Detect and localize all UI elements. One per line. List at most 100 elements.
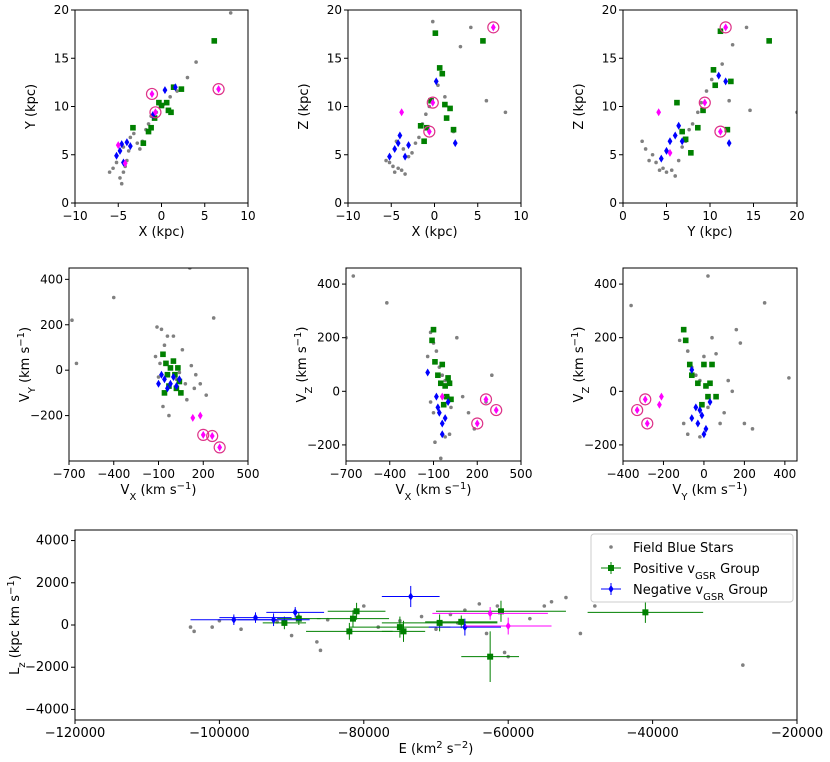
magenta-group-point xyxy=(115,141,121,150)
field-star-point xyxy=(138,147,142,151)
x-tick-label: −700 xyxy=(53,467,86,481)
field-star-point xyxy=(175,89,179,93)
positive-group-point xyxy=(679,128,685,135)
negative-group-point xyxy=(402,152,408,161)
y-tick-label: 0 xyxy=(609,384,617,398)
plot-area xyxy=(384,19,508,176)
y-axis-label-part: Y xyxy=(27,386,38,394)
highlight-ring xyxy=(479,393,493,406)
field-star-point xyxy=(159,327,164,332)
field-star-point xyxy=(362,604,366,608)
negative-group-point xyxy=(676,121,682,130)
magenta-group-point xyxy=(153,108,158,117)
positive-group-point xyxy=(709,361,715,368)
positive-group-point xyxy=(140,140,147,146)
x-tick-label: 20 xyxy=(789,209,804,223)
field-star-point xyxy=(239,627,243,632)
field-star-point xyxy=(194,60,198,64)
field-star-point xyxy=(730,42,735,47)
x-tick-label: 500 xyxy=(237,467,260,481)
x-tick-label: 15 xyxy=(746,209,761,223)
field-star-point xyxy=(387,160,392,165)
field-star-point xyxy=(469,25,473,30)
y-tick-label: 200 xyxy=(594,331,617,345)
panel-x-z: −10 −5 0 5 10 0 5 10 15 20 X (kpc) Z (kpc) xyxy=(297,3,529,240)
negative-group-point xyxy=(433,77,439,86)
negative-group-point xyxy=(165,384,170,393)
legend-label: Positive vGSR Group xyxy=(633,562,760,582)
highlight-ring xyxy=(213,441,226,454)
negative-group-point xyxy=(406,141,411,150)
x-axis-label: X (kpc) xyxy=(138,225,184,240)
field-star-point xyxy=(431,410,436,415)
positive-group-point xyxy=(436,619,443,626)
negative-group-point xyxy=(462,623,468,632)
x-axis-label: X (kpc) xyxy=(411,225,457,240)
legend-label: Negative vGSR Group xyxy=(633,583,768,603)
negative-group-point xyxy=(397,131,403,140)
field-star-point xyxy=(593,604,597,608)
highlight-ring xyxy=(197,428,210,441)
field-star-point xyxy=(699,100,704,105)
magenta-group-point xyxy=(657,400,662,409)
magenta-group-point xyxy=(200,430,206,439)
positive-group-point xyxy=(695,124,701,131)
legend-label-part: GSR xyxy=(695,571,716,582)
positive-group-point xyxy=(700,107,706,114)
field-star-point xyxy=(406,154,411,159)
negative-group-point xyxy=(117,146,123,155)
x-axis-label: VY (km s−1) xyxy=(672,481,747,503)
field-star-point xyxy=(676,158,681,163)
magenta-group-point xyxy=(659,392,664,401)
negative-group-point xyxy=(723,77,729,86)
x-axis-label: VX (km s−1) xyxy=(396,481,472,503)
positive-group-point xyxy=(430,326,437,333)
field-star-point xyxy=(177,370,182,375)
field-star-point xyxy=(647,158,651,163)
x-axis-label-part: X xyxy=(129,492,136,503)
field-star-point xyxy=(401,147,406,151)
x-tick-label: 5 xyxy=(474,209,482,223)
y-tick-label: 400 xyxy=(317,277,340,291)
field-star-point xyxy=(315,640,319,644)
positive-group-point xyxy=(175,365,181,371)
field-star-point xyxy=(121,170,126,174)
field-star-point xyxy=(351,274,356,278)
positive-group-point xyxy=(642,609,649,616)
positive-group-point xyxy=(682,136,689,143)
x-tick-label: 10 xyxy=(240,209,255,223)
y-tick-label: −200 xyxy=(30,409,63,423)
field-star-point xyxy=(391,164,395,169)
legend-label-part: Field Blue Stars xyxy=(633,541,734,556)
x-tick-label: −100 xyxy=(142,467,175,481)
field-star-point xyxy=(183,382,188,386)
field-star-point xyxy=(673,174,677,178)
x-tick-label: −5 xyxy=(382,209,400,223)
magenta-group-point xyxy=(505,622,511,631)
magenta-group-point xyxy=(426,127,432,136)
field-star-point xyxy=(210,625,214,629)
axes-frame xyxy=(622,267,798,462)
field-star-point xyxy=(385,301,389,305)
positive-group-point xyxy=(446,380,453,387)
x-axis-label-part: V xyxy=(396,483,405,498)
positive-group-point xyxy=(163,360,169,367)
positive-group-point xyxy=(458,618,465,625)
x-axis-label-part: V xyxy=(121,483,130,498)
highlight-ring xyxy=(149,106,162,119)
field-star-point xyxy=(714,351,718,356)
field-star-point xyxy=(396,166,400,171)
x-axis-label-part: 2 xyxy=(436,740,442,751)
positive-group-point xyxy=(695,380,701,387)
field-star-point xyxy=(669,168,674,172)
field-star-point xyxy=(167,413,171,418)
highlight-ring xyxy=(719,21,732,34)
field-star-point xyxy=(484,631,489,636)
field-star-point xyxy=(433,440,437,445)
negative-group-point xyxy=(168,379,173,388)
axes-frame xyxy=(347,9,522,204)
y-tick-label: 0 xyxy=(332,384,340,398)
field-star-point xyxy=(162,343,167,348)
y-axis-label-part: −1 xyxy=(293,332,304,347)
y-tick-label: 400 xyxy=(594,277,617,291)
